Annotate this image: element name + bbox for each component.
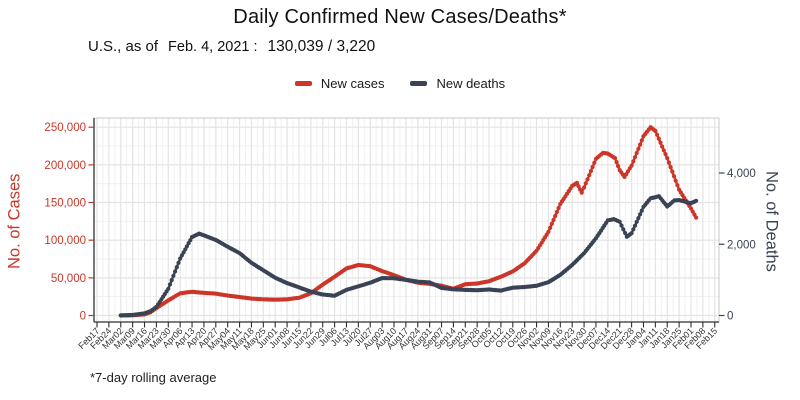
svg-text:150,000: 150,000 xyxy=(44,198,86,210)
svg-text:250,000: 250,000 xyxy=(44,122,86,134)
axis-lines xyxy=(93,118,719,323)
chart-subtitle: U.S., as of Feb. 4, 2021 : 130,039 / 3,2… xyxy=(88,38,375,56)
legend-item-new-cases: New cases xyxy=(294,76,385,91)
subtitle-region: U.S., as of xyxy=(88,38,159,55)
legend-label-new-deaths: New deaths xyxy=(436,76,506,91)
svg-text:200,000: 200,000 xyxy=(44,160,86,172)
svg-text:0: 0 xyxy=(727,311,733,323)
legend-label-new-cases: New cases xyxy=(320,76,385,91)
right-axis-title: No. of Deaths xyxy=(762,170,781,272)
svg-text:50,000: 50,000 xyxy=(51,273,86,285)
left-axis-ticks: 0 50,000 100,000 150,000 200,000 250,000 xyxy=(44,122,94,323)
svg-text:0: 0 xyxy=(80,311,86,323)
chart-footnote: *7-day rolling average xyxy=(90,370,217,385)
new-cases-swatch-icon xyxy=(294,81,312,86)
grid-minor xyxy=(94,118,719,322)
right-axis-ticks: 0 2,000 4,000 xyxy=(719,168,756,323)
svg-text:4,000: 4,000 xyxy=(727,168,756,180)
x-axis-ticks: Feb17Feb24Mar02Mar09Mar16Mar23Mar30Apr06… xyxy=(76,322,719,352)
chart-legend: New cases New deaths xyxy=(0,76,800,91)
svg-text:2,000: 2,000 xyxy=(727,239,756,251)
svg-text:100,000: 100,000 xyxy=(44,235,86,247)
subtitle-date: Feb. 4, 2021 : xyxy=(168,39,258,55)
new-deaths-swatch-icon xyxy=(410,81,428,86)
page-title: Daily Confirmed New Cases/Deaths* xyxy=(233,6,567,28)
subtitle-values: 130,039 / 3,220 xyxy=(267,38,376,55)
new-deaths-line xyxy=(118,194,699,318)
legend-item-new-deaths: New deaths xyxy=(410,76,505,91)
grid-major xyxy=(94,118,719,322)
